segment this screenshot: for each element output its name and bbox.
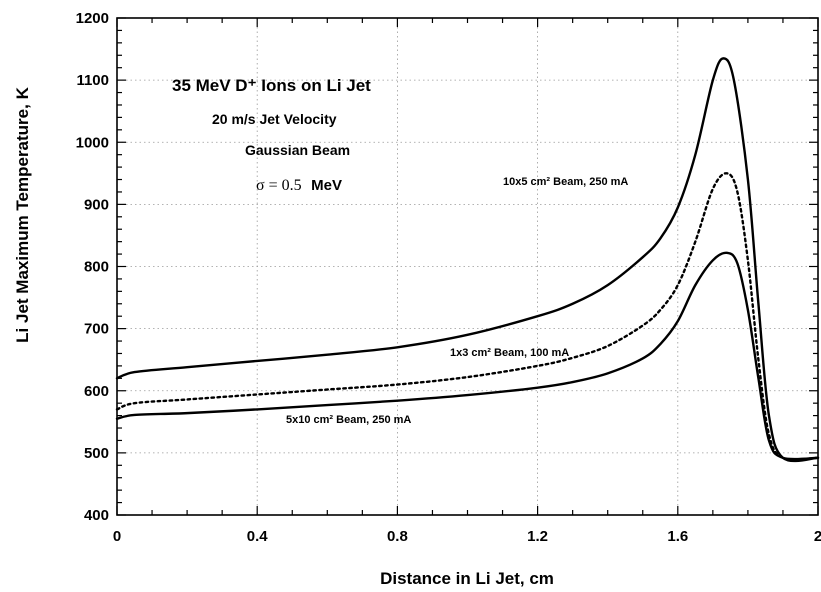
subtitle-jet-velocity: 20 m/s Jet Velocity: [212, 111, 337, 127]
series-line-1: [115, 172, 820, 461]
tick-labels: 0 0.4 0.8 1.2 1.6 2 400 500 600 700 800 900 1000 1100…: [76, 10, 821, 545]
x-tick-label-2: 0.8: [387, 528, 408, 545]
sigma-unit: MeV: [311, 177, 342, 194]
x-tick-label-4: 1.6: [667, 528, 688, 545]
y-tick-label-6: 1000: [76, 134, 109, 151]
series-line-0: [115, 57, 820, 463]
grid: [117, 18, 818, 515]
y-tick-label-0: 400: [84, 507, 109, 524]
series-label-10x5: 10x5 cm² Beam, 250 mA: [503, 176, 628, 188]
y-tick-label-8: 1200: [76, 10, 109, 27]
y-tick-label-1: 500: [84, 445, 109, 462]
series-layer: [115, 57, 820, 463]
x-tick-label-5: 2: [814, 528, 821, 545]
chart-title: 35 MeV D⁺ Ions on Li Jet: [172, 76, 371, 95]
y-tick-label-4: 800: [84, 259, 109, 276]
y-tick-label-3: 700: [84, 321, 109, 338]
y-tick-label-2: 600: [84, 383, 109, 400]
series-line-2: [115, 251, 820, 461]
x-tick-label-0: 0: [113, 528, 121, 545]
y-tick-label-5: 900: [84, 196, 109, 213]
axis-ticks: [116, 17, 819, 516]
sigma-annotation: σ = 0.5 MeV: [256, 177, 342, 194]
x-tick-label-3: 1.2: [527, 528, 548, 545]
x-axis-title: Distance in Li Jet, cm: [380, 569, 554, 588]
y-tick-label-7: 1100: [76, 72, 109, 89]
x-tick-label-1: 0.4: [247, 528, 269, 545]
y-axis-title: Li Jet Maximum Temperature, K: [13, 86, 32, 342]
series-label-5x10: 5x10 cm² Beam, 250 mA: [286, 414, 411, 426]
subtitle-gaussian-beam: Gaussian Beam: [245, 142, 350, 158]
series-label-1x3: 1x3 cm² Beam, 100 mA: [450, 347, 569, 359]
sigma-value: σ = 0.5: [256, 177, 302, 194]
plot-frame: [116, 17, 819, 516]
